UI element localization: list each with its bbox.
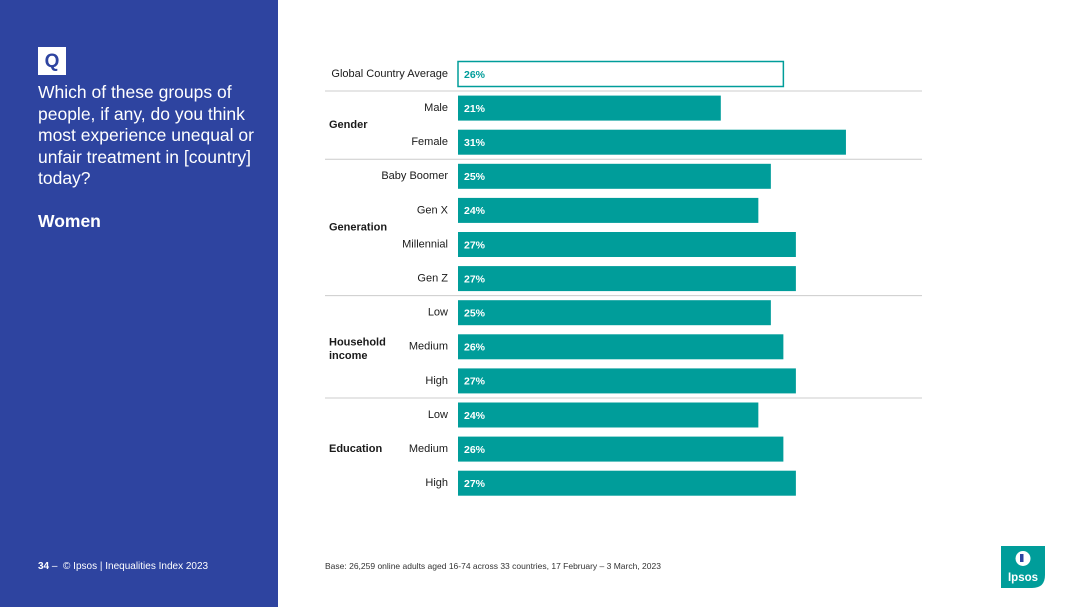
bar (458, 95, 721, 121)
bar-value-label: 25% (464, 171, 486, 183)
average-bar (457, 60, 785, 88)
group-label-line: income (329, 350, 368, 362)
group-label-line: Household (329, 336, 386, 348)
bar-value-label: 27% (464, 376, 486, 388)
page-number: 34 (38, 561, 50, 572)
question-badge: Q (38, 47, 66, 75)
bar-value-label: 26% (464, 444, 486, 456)
bar-value-label: 27% (464, 239, 486, 251)
category-label: Medium (409, 443, 448, 455)
page-separator: – (51, 561, 58, 572)
bar (458, 300, 771, 326)
group-label: Generation (329, 221, 387, 233)
bar-value-label: 24% (464, 410, 486, 422)
category-label: Medium (409, 341, 448, 353)
bar-value-label: 21% (464, 103, 486, 115)
ipsos-logo: Ipsos (1001, 546, 1045, 588)
bar (458, 163, 771, 189)
category-label: Baby Boomer (381, 170, 448, 182)
category-label: High (425, 375, 448, 387)
category-label: Low (428, 307, 448, 319)
average-value-label: 26% (464, 69, 486, 81)
bar-value-label: 27% (464, 478, 486, 490)
group-label: Education (329, 443, 382, 455)
bar (458, 232, 796, 257)
bar (458, 197, 759, 223)
bar (458, 470, 796, 496)
category-label: Female (411, 136, 448, 148)
category-label: Gen X (417, 204, 449, 216)
subtitle: Women (38, 211, 101, 231)
group-label: Gender (329, 119, 368, 131)
category-label: High (425, 477, 448, 489)
category-label: Millennial (402, 238, 448, 250)
average-label: Global Country Average (331, 68, 448, 80)
copyright-text: © Ipsos | Inequalities Index 2023 (63, 561, 209, 572)
bar-value-label: 24% (464, 205, 486, 217)
bar (458, 436, 784, 462)
bar (458, 266, 796, 292)
category-label: Male (424, 102, 448, 114)
bar-value-label: 25% (464, 307, 486, 319)
footer: 34 – © Ipsos | Inequalities Index 2023 (38, 561, 208, 572)
bar-value-label: 31% (464, 137, 486, 149)
sidebar-panel: Q Which of these groups of people, if an… (0, 0, 278, 607)
question-text: Which of these groups of people, if any,… (38, 82, 254, 188)
bar (458, 368, 796, 394)
bar-value-label: 27% (464, 273, 486, 285)
category-label: Gen Z (417, 273, 448, 285)
logo-text: Ipsos (1008, 572, 1038, 584)
category-label: Low (428, 409, 448, 421)
bar (458, 129, 846, 155)
group-label: Household income (329, 336, 386, 362)
bar-value-label: 26% (464, 342, 486, 354)
base-note: Base: 26,259 online adults aged 16-74 ac… (325, 561, 661, 571)
bar (458, 402, 759, 428)
bar (458, 334, 784, 360)
